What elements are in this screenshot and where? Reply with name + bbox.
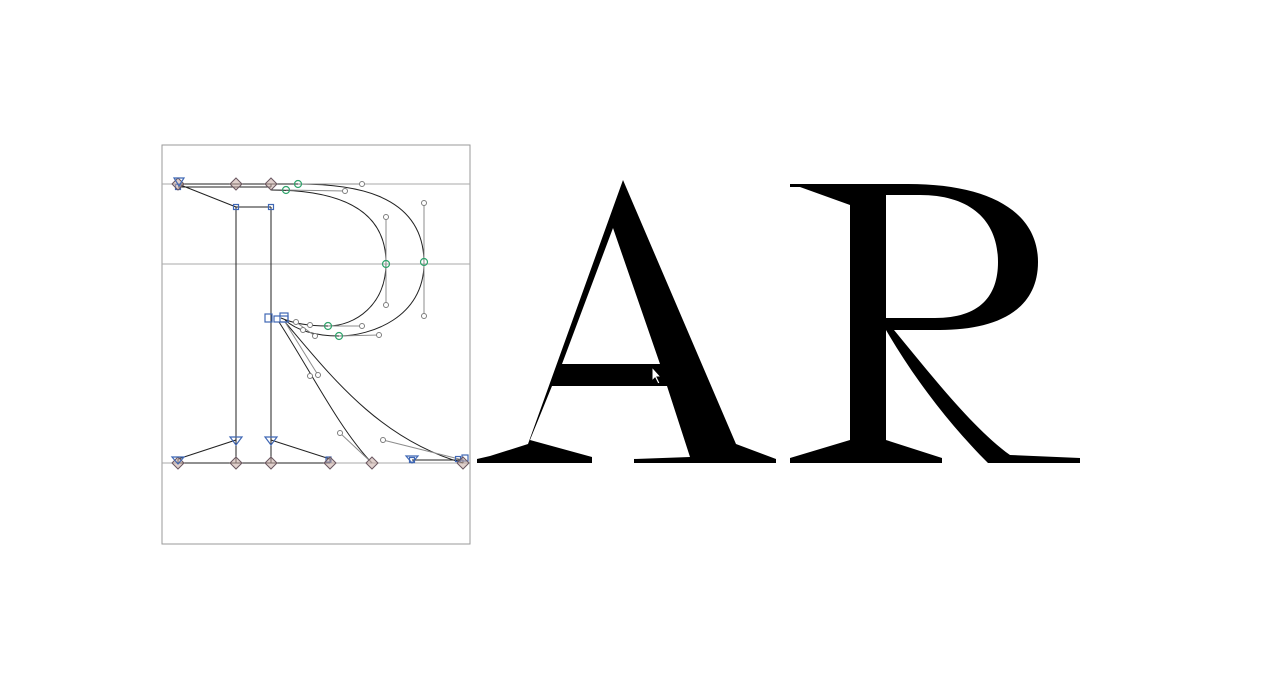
- tangent-points[interactable]: [170, 177, 470, 470]
- leg-outer-contour[interactable]: [284, 321, 464, 464]
- mouse-pointer-icon: [651, 365, 663, 385]
- tangent-point[interactable]: [365, 456, 379, 470]
- handle-point[interactable]: [337, 430, 343, 436]
- handle-point[interactable]: [300, 327, 306, 333]
- handle-point[interactable]: [421, 200, 427, 206]
- handle-point[interactable]: [307, 373, 313, 379]
- tangent-point[interactable]: [170, 456, 186, 465]
- handle-point[interactable]: [376, 332, 382, 338]
- smooth-point[interactable]: [419, 257, 429, 267]
- bottom-serif-contour[interactable]: [177, 439, 464, 464]
- tangent-point[interactable]: [404, 455, 420, 464]
- smooth-point[interactable]: [381, 259, 391, 269]
- handle-point[interactable]: [307, 322, 313, 328]
- edited-glyph-outline[interactable]: [177, 183, 464, 464]
- corner-point[interactable]: [267, 203, 275, 211]
- smooth-point[interactable]: [334, 331, 344, 341]
- tangent-point[interactable]: [456, 456, 470, 470]
- tangent-point[interactable]: [172, 177, 186, 188]
- smooth-point[interactable]: [323, 321, 333, 331]
- handle-point[interactable]: [359, 181, 365, 187]
- handle-point[interactable]: [421, 313, 427, 319]
- handle-point[interactable]: [293, 319, 299, 325]
- stem-contour[interactable]: [235, 206, 272, 463]
- handle-point[interactable]: [312, 333, 318, 339]
- tangent-point[interactable]: [228, 436, 244, 446]
- handle-point[interactable]: [380, 437, 386, 443]
- handle-point[interactable]: [315, 372, 321, 378]
- corner-point[interactable]: [232, 203, 240, 211]
- preview-glyph-r: [790, 184, 1080, 463]
- smooth-point[interactable]: [281, 185, 291, 195]
- handle-point[interactable]: [383, 302, 389, 308]
- leg-inner-contour[interactable]: [278, 321, 373, 464]
- tangent-point[interactable]: [264, 456, 278, 470]
- inner-bowl-contour[interactable]: [270, 189, 387, 327]
- tangent-point[interactable]: [264, 177, 278, 191]
- corner-point[interactable]: [264, 313, 273, 323]
- preview-glyph-a: [477, 180, 776, 463]
- outer-bowl-contour[interactable]: [284, 183, 425, 337]
- glyph-edit-frame: [161, 144, 471, 545]
- handle-point[interactable]: [383, 214, 389, 220]
- tangent-point[interactable]: [263, 436, 279, 446]
- bezier-handles[interactable]: [284, 181, 464, 464]
- handle-point[interactable]: [359, 323, 365, 329]
- smooth-points[interactable]: [281, 179, 429, 341]
- handle-point[interactable]: [342, 188, 348, 194]
- tangent-point[interactable]: [229, 456, 243, 470]
- tangent-point[interactable]: [229, 177, 243, 191]
- tangent-point[interactable]: [323, 456, 337, 470]
- corner-point[interactable]: [273, 315, 289, 323]
- smooth-point[interactable]: [293, 179, 303, 189]
